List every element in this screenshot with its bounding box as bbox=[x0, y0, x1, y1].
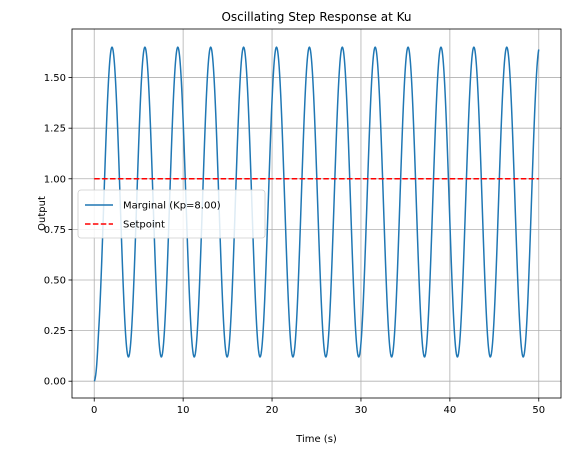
x-tick-label: 10 bbox=[177, 405, 190, 416]
y-tick-label: 0.25 bbox=[44, 326, 66, 337]
series-line-marginal bbox=[93, 46, 540, 382]
y-tick-label: 0.75 bbox=[44, 225, 66, 236]
y-tick-label: 1.50 bbox=[44, 73, 66, 84]
y-tick-label: 1.25 bbox=[44, 124, 66, 135]
y-axis-label: Output bbox=[37, 196, 48, 231]
chart-title: Oscillating Step Response at Ku bbox=[221, 10, 411, 24]
axes-frame bbox=[71, 28, 562, 399]
legend-label: Marginal (Kp=8.00) bbox=[123, 201, 221, 212]
ticks: 0 10 20 30 40 50 0.00 0.25 0.50 0.75 1.00 1.25 1.50 bbox=[44, 73, 545, 416]
y-tick-label: 1.00 bbox=[44, 174, 66, 185]
x-tick-label: 40 bbox=[443, 405, 456, 416]
x-tick-label: 0 bbox=[91, 405, 97, 416]
x-tick-label: 30 bbox=[355, 405, 368, 416]
legend-label: Setpoint bbox=[123, 220, 165, 231]
y-tick-label: 0.50 bbox=[44, 275, 66, 286]
x-tick-label: 50 bbox=[532, 405, 545, 416]
series-layer bbox=[93, 46, 540, 382]
y-tick-label: 0.00 bbox=[44, 377, 66, 388]
legend-box bbox=[77, 189, 266, 239]
x-axis-label: Time (s) bbox=[295, 434, 337, 445]
x-tick-label: 20 bbox=[266, 405, 279, 416]
legend: Marginal (Kp=8.00) Setpoint bbox=[77, 189, 266, 239]
